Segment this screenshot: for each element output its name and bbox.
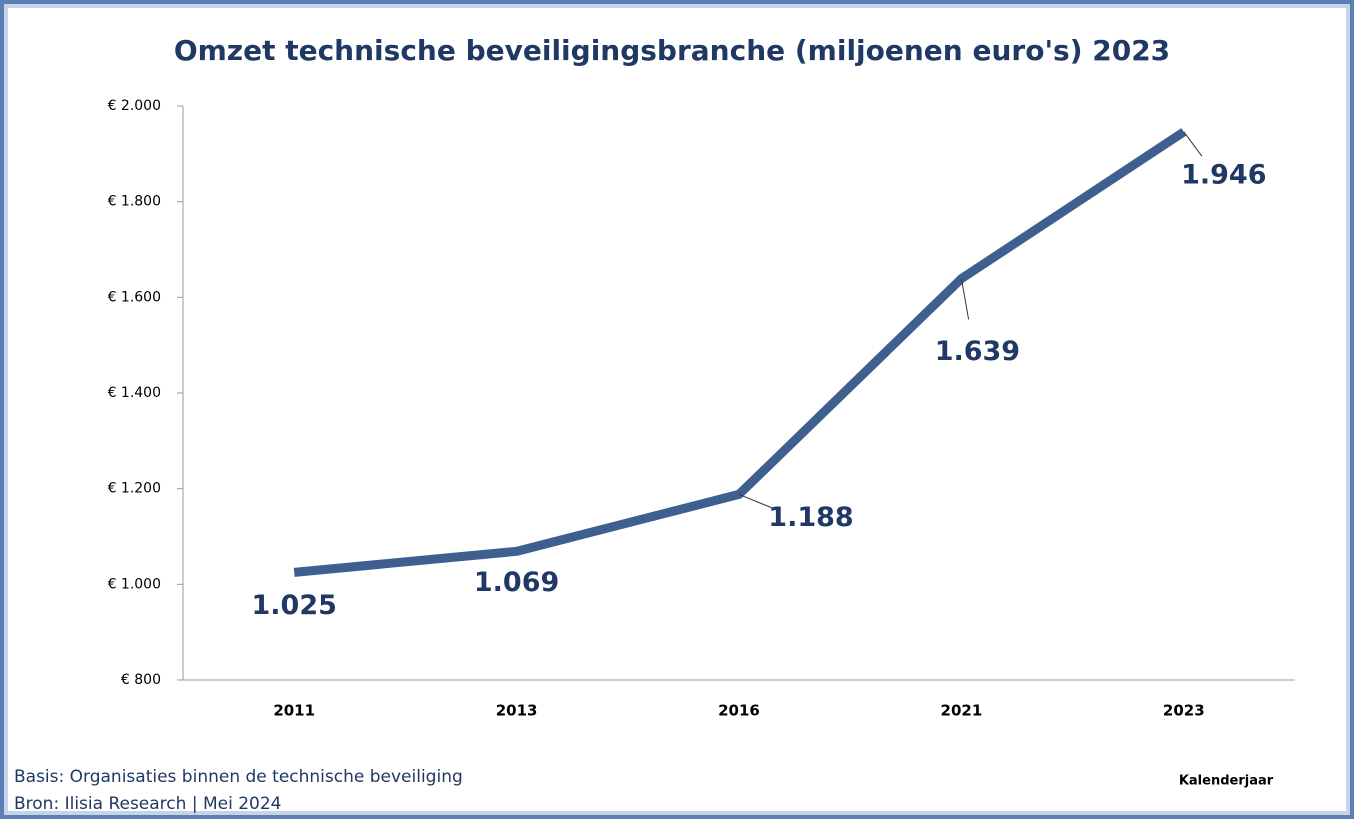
- leader-line: [738, 493, 772, 509]
- x-tick-label: 2016: [718, 702, 760, 720]
- chart-title: Omzet technische beveiligingsbranche (mi…: [174, 34, 1170, 67]
- data-label: 1.188: [768, 502, 853, 533]
- y-tick-label: € 1.000: [108, 576, 161, 592]
- data-label: 1.639: [935, 336, 1020, 367]
- y-tick-label: € 1.400: [108, 385, 161, 401]
- x-tick-label: 2021: [941, 702, 983, 720]
- y-tick-label: € 1.200: [108, 481, 161, 497]
- leader-line: [1183, 131, 1203, 157]
- y-tick-label: € 800: [121, 672, 161, 688]
- data-label: 1.946: [1181, 159, 1266, 190]
- data-label: 1.025: [251, 590, 336, 621]
- x-tick-label: 2023: [1163, 702, 1205, 720]
- x-tick-label: 2011: [273, 702, 315, 720]
- x-axis-label: Kalenderjaar: [1179, 774, 1274, 789]
- note: Bron: Ilisia Research | Mei 2024: [14, 794, 281, 814]
- x-tick-label: 2013: [496, 702, 538, 720]
- y-tick-label: € 2.000: [108, 98, 161, 114]
- frame-inner: [4, 4, 1350, 815]
- y-tick-label: € 1.600: [108, 289, 161, 305]
- note: Basis: Organisaties binnen de technische…: [14, 767, 463, 787]
- y-tick-label: € 1.800: [108, 194, 161, 210]
- leader-line: [960, 278, 970, 320]
- data-label: 1.069: [474, 567, 559, 598]
